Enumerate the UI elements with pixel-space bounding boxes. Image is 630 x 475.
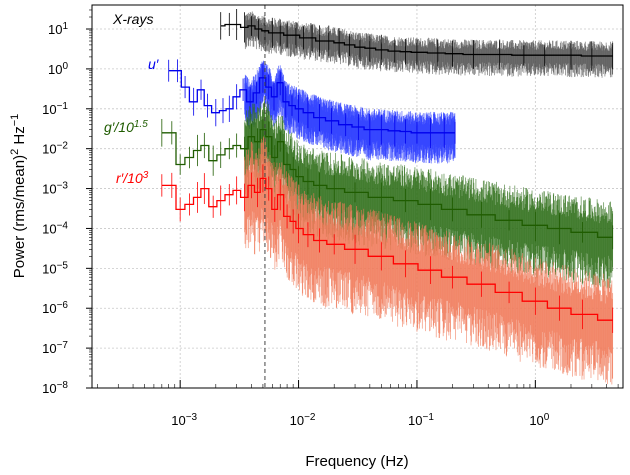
x-tick-label: 100 — [529, 412, 549, 429]
series-labels: X-rays u′ g′/101.5 r′/103 — [104, 11, 160, 186]
y-tick-label: 10−6 — [42, 300, 68, 317]
label-exponent: 1 — [62, 21, 68, 32]
y-label-exponent: −1 — [9, 114, 21, 127]
axes: 10110010−110−210−310−410−510−610−710−810… — [42, 9, 619, 429]
label-exponent: −6 — [57, 300, 69, 311]
x-tick-label: 10−1 — [408, 412, 434, 429]
y-tick-label: 101 — [48, 21, 68, 38]
label-exponent: −2 — [57, 140, 69, 151]
label-base: 10 — [42, 182, 56, 197]
series-label: g′/101.5 — [104, 119, 148, 136]
x-tick-label: 10−2 — [290, 412, 316, 429]
label-base: g′/10 — [104, 119, 134, 135]
x-axis-label: Frequency (Hz) — [305, 453, 408, 470]
label-exponent: 3 — [143, 170, 149, 181]
series-label: r′/103 — [116, 170, 149, 187]
label-base: 10 — [290, 413, 304, 428]
y-tick-label: 10−2 — [42, 140, 68, 157]
binned-line — [220, 23, 613, 57]
y-tick-label: 10−8 — [42, 380, 68, 397]
label-exponent: −3 — [186, 412, 198, 423]
label-base: 10 — [42, 102, 56, 117]
y-label-text: Hz — [11, 126, 28, 149]
y-tick-label: 10−4 — [42, 220, 68, 237]
y-axis-label: Power (rms/mean)2 Hz−1 — [9, 114, 28, 279]
series-layer — [161, 8, 614, 385]
y-label-text: Power (rms/mean) — [11, 155, 28, 278]
label-base: 10 — [42, 142, 56, 157]
binned-line — [161, 177, 613, 321]
y-tick-label: 10−3 — [42, 180, 68, 197]
x-tick-label: 10−3 — [171, 412, 197, 429]
label-base: 10 — [171, 413, 185, 428]
label-base: 10 — [42, 261, 56, 276]
y-tick-label: 10−1 — [42, 100, 68, 117]
label-base: 10 — [42, 341, 56, 356]
label-exponent: −1 — [57, 100, 69, 111]
label-base: r′/10 — [116, 170, 143, 186]
label-exponent: 0 — [544, 412, 550, 423]
label-base: 10 — [42, 221, 56, 236]
label-exponent: 0 — [62, 60, 68, 71]
label-exponent: −7 — [57, 340, 69, 351]
label-exponent: −5 — [57, 260, 69, 271]
series-label: u′ — [148, 56, 160, 72]
label-exponent: −4 — [57, 220, 69, 231]
binned-line — [161, 128, 613, 238]
y-tick-label: 100 — [48, 60, 68, 77]
plot-frame — [91, 4, 624, 389]
series-label: X-rays — [112, 11, 153, 27]
label-base: 10 — [408, 413, 422, 428]
label-exponent: −8 — [57, 380, 69, 391]
binned-line — [168, 70, 456, 134]
label-exponent: 1.5 — [134, 119, 148, 130]
label-base: 10 — [48, 22, 62, 37]
label-exponent: −2 — [304, 412, 316, 423]
label-base: 10 — [42, 381, 56, 396]
y-tick-label: 10−5 — [42, 260, 68, 277]
label-exponent: −3 — [57, 180, 69, 191]
series-group — [161, 136, 614, 385]
series-group — [168, 59, 456, 164]
label-base: 10 — [42, 301, 56, 316]
label-base: 10 — [48, 62, 62, 77]
label-base: 10 — [529, 413, 543, 428]
label-base: X-rays — [112, 11, 153, 27]
series-group — [220, 8, 614, 78]
y-tick-label: 10−7 — [42, 340, 68, 357]
label-exponent: −1 — [422, 412, 434, 423]
label-base: u′ — [148, 56, 160, 72]
y-label-exponent: 2 — [9, 149, 21, 155]
